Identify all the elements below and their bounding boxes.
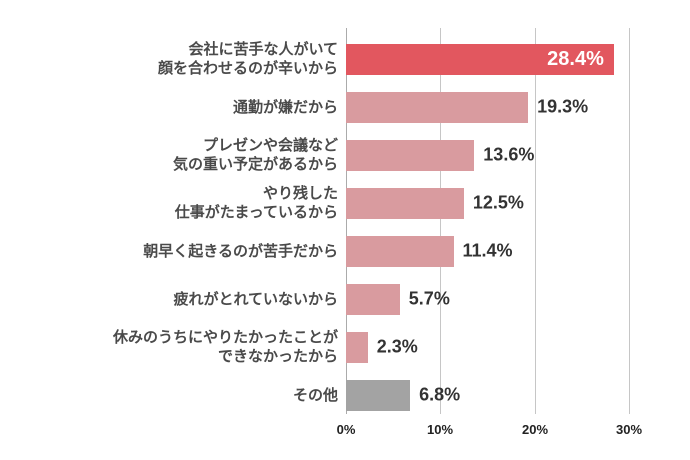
bar: [346, 91, 529, 123]
category-label: 疲れがとれていないから: [173, 290, 338, 308]
x-tick: 20%: [521, 422, 549, 437]
category-label: やり残した 仕事がたまっているから: [174, 185, 338, 221]
value-label: 5.7%: [408, 288, 450, 309]
category-label: その他: [292, 386, 338, 404]
bar: [346, 283, 400, 315]
chart-row: 疲れがとれていないから 5.7%: [0, 275, 690, 323]
chart-row: プレゼンや会議など 気の重い予定があるから 13.6%: [0, 131, 690, 179]
chart-row: その他 6.8%: [0, 371, 690, 419]
value-label: 13.6%: [483, 144, 535, 165]
bar: [346, 235, 454, 267]
value-label: 28.4%: [547, 47, 604, 70]
chart-row: 休みのうちにやりたかったことが できなかったから 2.3%: [0, 323, 690, 371]
chart-row: 朝早く起きるのが苦手だから 11.4%: [0, 227, 690, 275]
gridline: [346, 28, 347, 414]
rows-layer: 会社に苦手な人がいて 顔を合わせるのが辛いから 28.4% 通勤が嫌だから 19…: [0, 35, 690, 419]
grid-layer: [346, 28, 630, 414]
row-plot-area: 13.6%: [346, 139, 690, 171]
value-label: 6.8%: [419, 384, 461, 405]
category-label: 休みのうちにやりたかったことが できなかったから: [112, 329, 338, 365]
row-plot-area: 11.4%: [346, 235, 690, 267]
x-tick: 0%: [336, 422, 356, 437]
gridline: [629, 28, 630, 414]
row-plot-area: 5.7%: [346, 283, 690, 315]
chart-row: 通勤が嫌だから 19.3%: [0, 83, 690, 131]
category-label: 朝早く起きるのが苦手だから: [143, 242, 338, 260]
x-tick: 10%: [426, 422, 454, 437]
bar: [346, 331, 368, 363]
gridline: [440, 28, 441, 414]
row-plot-area: 2.3%: [346, 331, 690, 363]
bar: [346, 187, 464, 219]
category-label: 通勤が嫌だから: [232, 98, 338, 116]
row-plot-area: 19.3%: [346, 91, 690, 123]
value-label: 19.3%: [537, 96, 589, 117]
chart-row: 会社に苦手な人がいて 顔を合わせるのが辛いから 28.4%: [0, 35, 690, 83]
category-label: 会社に苦手な人がいて 顔を合わせるのが辛いから: [157, 41, 338, 77]
x-tick: 30%: [615, 422, 643, 437]
bar: [346, 379, 411, 411]
row-plot-area: 28.4%: [346, 43, 690, 75]
value-label: 2.3%: [376, 336, 418, 357]
row-plot-area: 6.8%: [346, 379, 690, 411]
category-label: プレゼンや会議など 気の重い予定があるから: [172, 137, 338, 173]
x-axis: 0% 10% 20% 30%: [337, 422, 642, 442]
value-label: 12.5%: [472, 192, 524, 213]
bar: 28.4%: [346, 43, 614, 75]
value-label: 11.4%: [462, 240, 513, 261]
row-plot-area: 12.5%: [346, 187, 690, 219]
chart-row: やり残した 仕事がたまっているから 12.5%: [0, 179, 690, 227]
bar: [346, 139, 475, 171]
gridline: [535, 28, 536, 414]
